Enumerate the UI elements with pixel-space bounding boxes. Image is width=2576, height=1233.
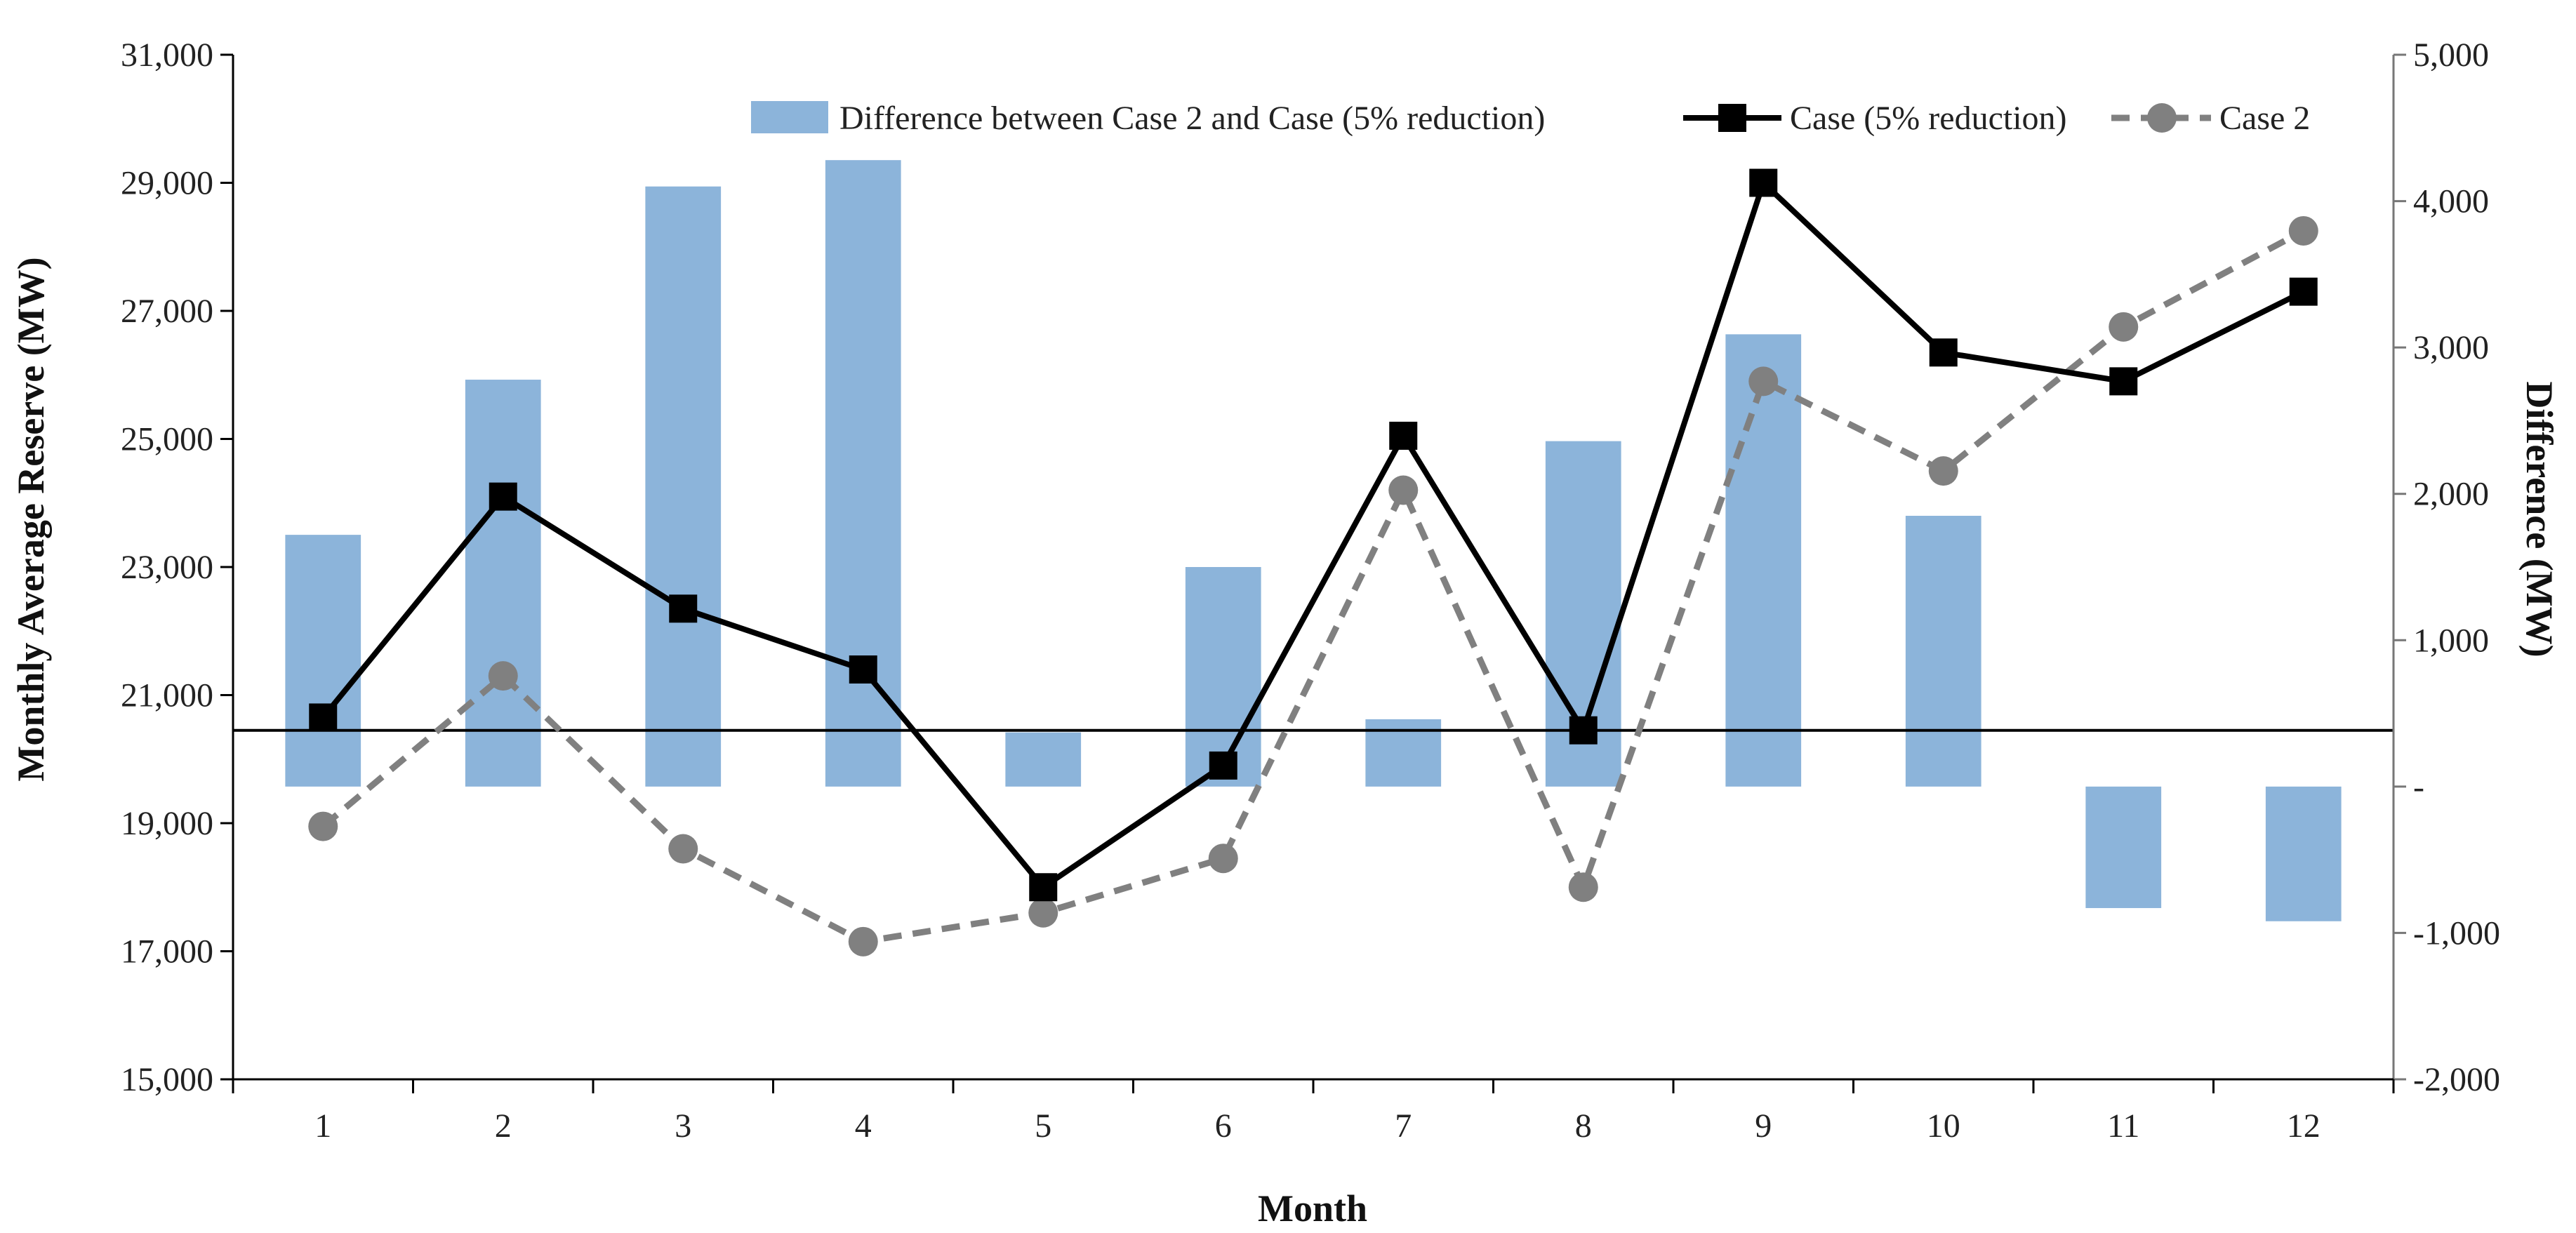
point-case-5pct-month-9 [1749, 168, 1778, 197]
x-tick-label: 6 [1215, 1107, 1232, 1145]
point-case-5pct-month-2 [489, 482, 517, 511]
y-left-tick-label: 21,000 [121, 677, 213, 714]
point-case-5pct-month-4 [849, 655, 877, 684]
x-tick-label: 3 [675, 1107, 691, 1145]
x-tick-label: 11 [2107, 1107, 2139, 1145]
tick-labels: 15,00017,00019,00021,00023,00025,00027,0… [121, 36, 2500, 1145]
bar-month-1 [285, 535, 361, 787]
y-left-tick-label: 19,000 [121, 805, 213, 842]
point-case-2-month-12 [2288, 215, 2318, 246]
point-case-2-month-8 [1568, 872, 1598, 902]
series-line-case-5pct [321, 180, 2305, 891]
x-tick-label: 12 [2287, 1107, 2321, 1145]
legend: Difference between Case 2 and Case (5% r… [751, 100, 2310, 137]
legend-swatch-difference [751, 101, 828, 133]
bar-month-9 [1725, 334, 1802, 787]
point-case-2-month-7 [1388, 475, 1419, 505]
y-left-tick-label: 27,000 [121, 293, 213, 330]
point-case-2-month-9 [1748, 366, 1779, 396]
y-right-tick-label: 2,000 [2413, 476, 2489, 513]
point-case-2-month-4 [848, 926, 878, 957]
x-tick-label: 1 [314, 1107, 331, 1145]
point-case-2-month-11 [2109, 312, 2139, 342]
y-left-tick-label: 15,000 [121, 1061, 213, 1098]
bar-month-5 [1005, 732, 1082, 787]
point-case-2-month-5 [1028, 898, 1058, 928]
axes [220, 53, 2406, 1093]
x-tick-label: 4 [855, 1107, 872, 1145]
y-left-tick-label: 31,000 [121, 36, 213, 74]
y-left-tick-label: 29,000 [121, 165, 213, 202]
legend-swatch-case-5pct-marker [1718, 104, 1746, 132]
y-left-tick-label: 25,000 [121, 421, 213, 458]
bar-month-4 [825, 160, 901, 787]
y-right-tick-label: 4,000 [2413, 183, 2489, 220]
x-tick-label: 8 [1575, 1107, 1592, 1145]
bar-month-11 [2085, 786, 2162, 908]
x-tick-label: 5 [1035, 1107, 1051, 1145]
point-case-2-month-1 [308, 811, 338, 841]
point-case-5pct-month-1 [309, 703, 338, 732]
legend-label-case-2: Case 2 [2219, 100, 2310, 137]
point-case-2-month-2 [488, 661, 518, 691]
point-case-5pct-month-7 [1389, 421, 1418, 450]
point-case-5pct-month-5 [1029, 873, 1058, 902]
bar-month-6 [1185, 567, 1261, 787]
y-right-tick-label: 5,000 [2413, 36, 2489, 74]
y-right-tick-label: 1,000 [2413, 622, 2489, 659]
bar-month-10 [1905, 516, 1981, 787]
point-case-5pct-month-12 [2289, 277, 2318, 306]
x-axis-title: Month [1258, 1187, 1367, 1229]
bar-series [285, 160, 2342, 921]
line-series [308, 168, 2318, 957]
x-tick-label: 10 [1927, 1107, 1960, 1145]
bar-month-2 [465, 380, 541, 787]
y-right-tick-label: 3,000 [2413, 329, 2489, 366]
y-left-tick-label: 17,000 [121, 933, 213, 971]
point-case-5pct-month-6 [1209, 751, 1237, 780]
y-right-tick-label: -1,000 [2413, 914, 2500, 952]
legend-swatch-case-2-marker [2147, 103, 2177, 133]
legend-label-difference: Difference between Case 2 and Case (5% r… [839, 100, 1545, 137]
bar-month-3 [645, 186, 722, 787]
y-axis-right-title: Difference (MW) [2518, 381, 2561, 657]
point-case-5pct-month-3 [669, 594, 698, 623]
point-case-5pct-month-11 [2109, 367, 2138, 396]
point-case-2-month-3 [668, 834, 698, 864]
point-case-5pct-month-8 [1569, 716, 1598, 745]
y-right-tick-label: -2,000 [2413, 1061, 2500, 1098]
y-left-tick-label: 23,000 [121, 549, 213, 586]
y-axis-left-title: Monthly Average Reserve (MW) [10, 257, 52, 781]
x-tick-label: 2 [495, 1107, 512, 1145]
bar-month-12 [2265, 786, 2342, 921]
y-right-tick-label: - [2413, 768, 2424, 806]
x-tick-label: 7 [1395, 1107, 1412, 1145]
x-tick-label: 9 [1755, 1107, 1772, 1145]
legend-label-case-5pct: Case (5% reduction) [1790, 100, 2067, 137]
point-case-2-month-6 [1208, 844, 1238, 874]
point-case-5pct-month-10 [1929, 338, 1958, 367]
series-line-case-2 [321, 227, 2305, 945]
point-case-2-month-10 [1928, 456, 1958, 486]
